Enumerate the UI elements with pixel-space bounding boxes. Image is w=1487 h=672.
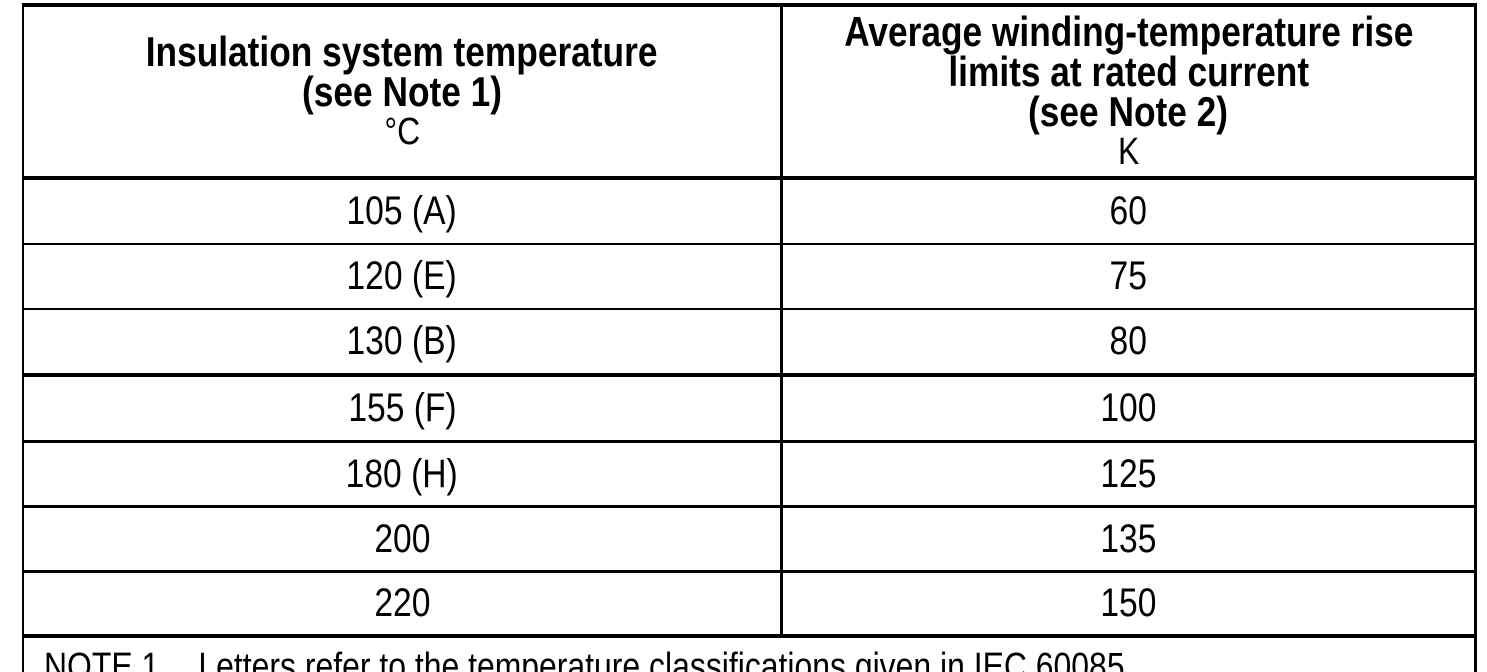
- header-line: limits at rated current: [948, 47, 1309, 95]
- insulation-temperature-cell: 105 (A): [24, 180, 780, 245]
- note-text: Letters refer to the temperature classif…: [198, 646, 1125, 672]
- cell-value: 60: [1109, 189, 1148, 233]
- header-line: Insulation system temperature: [146, 27, 658, 75]
- cell-value: 75: [1109, 254, 1148, 298]
- cell-value: 105 (A): [346, 189, 458, 233]
- insulation-temperature-cell: 130 (B): [24, 310, 780, 377]
- unit-label-kelvin: K: [1117, 130, 1140, 173]
- cell-value: 135: [1100, 516, 1157, 561]
- cell-value: 150: [1100, 581, 1157, 625]
- insulation-temperature-cell: 200: [24, 508, 780, 573]
- rise-limit-cell: 125: [780, 443, 1474, 508]
- unit-label-celsius: °C: [384, 110, 420, 153]
- rise-limit-cell: 60: [780, 180, 1474, 245]
- temperature-rise-limits-table: Insulation system temperature (see Note …: [22, 3, 1477, 672]
- cell-value: 120 (E): [346, 254, 458, 298]
- insulation-temperature-cell: 180 (H): [24, 443, 780, 508]
- header-line: (see Note 1): [301, 67, 502, 115]
- insulation-temperature-cell: 220: [24, 573, 780, 638]
- column-header-winding-temperature-rise: Average winding-temperature rise limits …: [780, 7, 1474, 180]
- insulation-temperature-cell: 120 (E): [24, 245, 780, 310]
- cell-value: 180 (H): [345, 451, 459, 496]
- cell-value: 155 (F): [347, 386, 457, 430]
- table-grid: Insulation system temperature (see Note …: [24, 7, 1474, 672]
- cell-value: 80: [1109, 319, 1148, 363]
- rise-limit-cell: 100: [780, 377, 1474, 443]
- header-line: (see Note 2): [1028, 87, 1229, 135]
- note-label: NOTE 1: [44, 646, 160, 672]
- rise-limit-cell: 80: [780, 310, 1474, 377]
- cell-value: 125: [1100, 451, 1157, 496]
- header-line: Average winding-temperature rise: [843, 7, 1414, 55]
- table-note: NOTE 1 Letters refer to the temperature …: [24, 638, 1474, 672]
- column-header-insulation-system-temperature: Insulation system temperature (see Note …: [24, 7, 780, 180]
- cell-value: 100: [1100, 386, 1157, 430]
- cell-value: 220: [373, 581, 431, 625]
- cell-value: 200: [373, 516, 431, 561]
- rise-limit-cell: 150: [780, 573, 1474, 638]
- insulation-temperature-cell: 155 (F): [24, 377, 780, 443]
- rise-limit-cell: 135: [780, 508, 1474, 573]
- note-content: NOTE 1 Letters refer to the temperature …: [44, 645, 1125, 672]
- rise-limit-cell: 75: [780, 245, 1474, 310]
- cell-value: 130 (B): [346, 319, 458, 363]
